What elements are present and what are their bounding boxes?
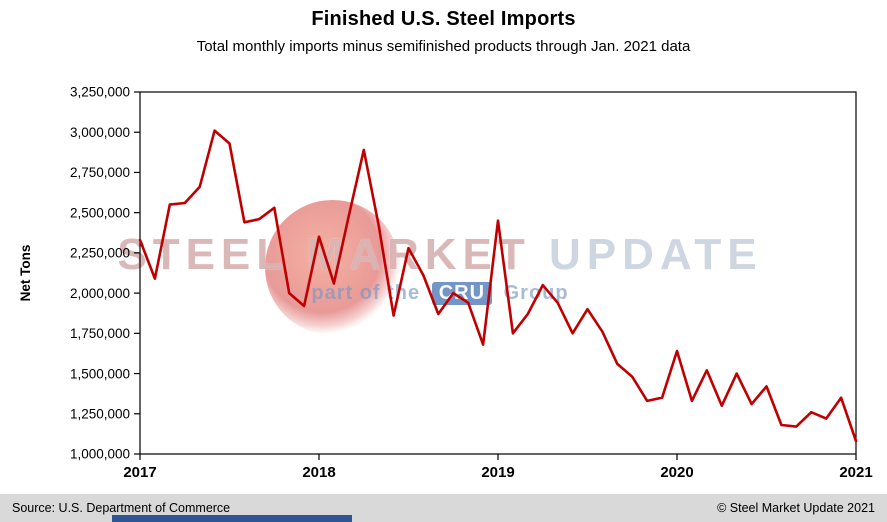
svg-text:2019: 2019 — [481, 464, 514, 481]
svg-text:2018: 2018 — [302, 464, 335, 481]
svg-text:1,500,000: 1,500,000 — [70, 366, 130, 381]
source-note: Source: U.S. Department of Commerce — [12, 501, 231, 515]
svg-text:2,000,000: 2,000,000 — [70, 286, 130, 301]
chart-subtitle: Total monthly imports minus semifinished… — [196, 38, 691, 55]
svg-text:1,000,000: 1,000,000 — [70, 447, 130, 462]
svg-text:2020: 2020 — [660, 464, 693, 481]
svg-text:2,250,000: 2,250,000 — [70, 246, 130, 261]
svg-text:2,750,000: 2,750,000 — [70, 165, 130, 180]
svg-text:2017: 2017 — [123, 464, 156, 481]
svg-text:1,250,000: 1,250,000 — [70, 407, 130, 422]
svg-text:2,500,000: 2,500,000 — [70, 205, 130, 220]
footer-accent-bar — [112, 515, 352, 522]
chart-area: STEEL MARKET UPDATE part of the CRU Grou… — [0, 70, 887, 485]
line-chart: 1,000,000 1,250,000 1,500,000 1,750,000 2,00… — [18, 85, 873, 481]
page-title: Finished U.S. Steel Imports — [311, 8, 576, 30]
chart-header: Finished U.S. Steel Imports Total monthl… — [0, 8, 887, 55]
svg-text:3,250,000: 3,250,000 — [70, 85, 130, 100]
svg-text:3,000,000: 3,000,000 — [70, 125, 130, 140]
svg-text:1,750,000: 1,750,000 — [70, 326, 130, 341]
svg-text:Net Tons: Net Tons — [18, 245, 33, 302]
copyright-note: © Steel Market Update 2021 — [717, 501, 875, 515]
svg-text:2021: 2021 — [839, 464, 872, 481]
